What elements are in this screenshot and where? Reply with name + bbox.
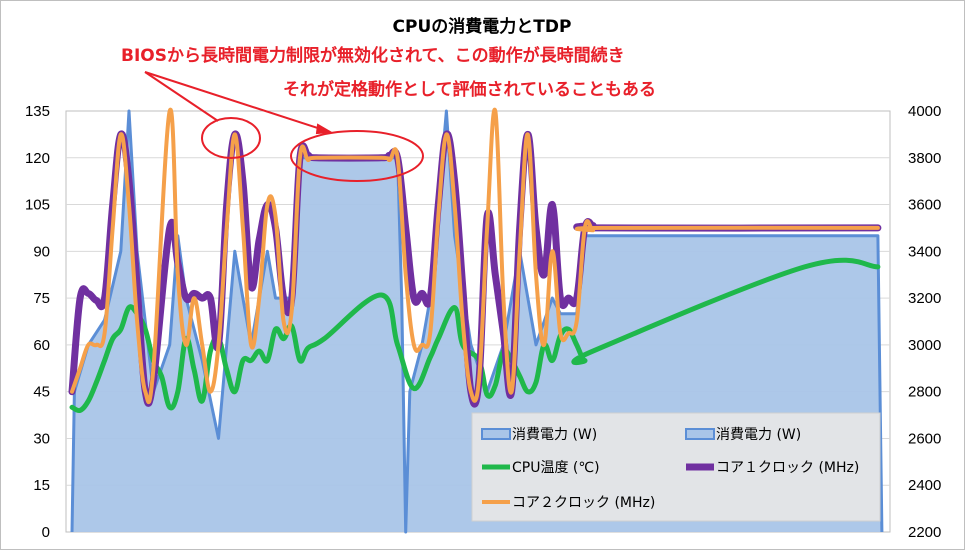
right-tick-label: 3800 bbox=[908, 150, 941, 167]
left-tick-label: 120 bbox=[25, 150, 50, 167]
right-tick-label: 2200 bbox=[908, 524, 941, 541]
left-tick-label: 30 bbox=[33, 430, 50, 447]
left-tick-label: 60 bbox=[33, 337, 50, 354]
annotation-line-2: それが定格動作として評価されていることもある bbox=[283, 79, 656, 100]
right-tick-label: 4000 bbox=[908, 103, 941, 120]
right-tick-label: 2800 bbox=[908, 384, 941, 401]
left-tick-label: 15 bbox=[33, 477, 50, 494]
left-tick-label: 90 bbox=[33, 243, 50, 260]
right-axis-ticks: 2200 2400 2600 2800 3000 3200 3400 3600 3800 4000 bbox=[908, 103, 941, 541]
legend-item-power-area: 消費電力 (W) bbox=[481, 427, 597, 443]
callout-line-small bbox=[144, 71, 219, 122]
right-tick-label: 2400 bbox=[908, 477, 941, 494]
legend-item-core1: コア１クロック (MHz) bbox=[686, 460, 859, 476]
legend-swatch-power-line bbox=[685, 428, 715, 440]
right-tick-label: 3400 bbox=[908, 243, 941, 260]
legend-label-power-area: 消費電力 (W) bbox=[512, 427, 597, 443]
left-tick-label: 0 bbox=[42, 524, 50, 541]
annotation-callouts bbox=[144, 71, 424, 182]
legend-box bbox=[471, 412, 881, 522]
left-axis-ticks: 0 15 30 45 60 75 90 105 120 135 bbox=[25, 103, 50, 541]
right-tick-label: 3200 bbox=[908, 290, 941, 307]
left-tick-label: 105 bbox=[25, 197, 50, 214]
callout-line-large bbox=[144, 71, 331, 133]
left-tick-label: 45 bbox=[33, 384, 50, 401]
legend: 消費電力 (W) 消費電力 (W) CPU温度 (℃) コア１クロック (MHz… bbox=[471, 412, 881, 522]
right-tick-label: 3000 bbox=[908, 337, 941, 354]
legend-item-power-line: 消費電力 (W) bbox=[685, 427, 801, 443]
legend-label-core2: コア２クロック (MHz) bbox=[512, 495, 655, 511]
legend-item-cpu-temp: CPU温度 (℃) bbox=[482, 460, 600, 476]
annotation-line-1: BIOSから長時間電力制限が無効化されて、この動作が長時間続き bbox=[121, 45, 625, 66]
right-tick-label: 2600 bbox=[908, 430, 941, 447]
callout-ellipse-large bbox=[290, 130, 424, 182]
legend-label-power-line: 消費電力 (W) bbox=[716, 427, 801, 443]
series-core2-clock bbox=[70, 107, 880, 405]
left-tick-label: 135 bbox=[25, 103, 50, 120]
right-tick-label: 3600 bbox=[908, 197, 941, 214]
left-tick-label: 75 bbox=[33, 290, 50, 307]
legend-swatch-power-area bbox=[481, 428, 511, 440]
legend-label-cpu-temp: CPU温度 (℃) bbox=[512, 460, 600, 476]
callout-ellipse-small bbox=[201, 117, 261, 159]
legend-item-core2: コア２クロック (MHz) bbox=[482, 495, 655, 511]
legend-label-core1: コア１クロック (MHz) bbox=[716, 460, 859, 476]
callout-arrowhead bbox=[315, 123, 334, 135]
chart-title: CPUの消費電力とTDP bbox=[393, 16, 572, 37]
